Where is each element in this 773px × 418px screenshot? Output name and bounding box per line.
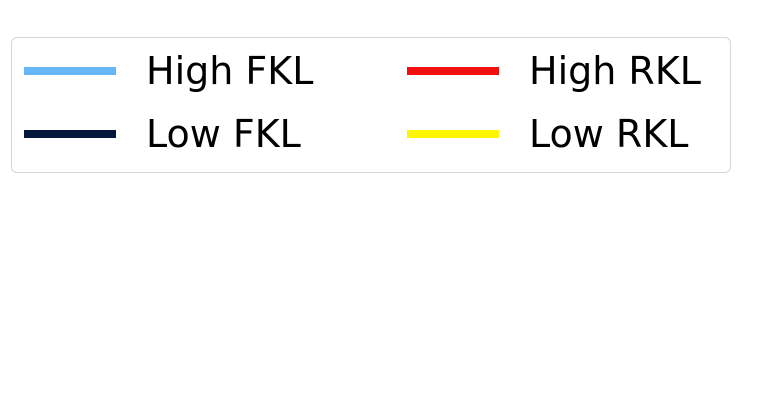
legend-label-high-fkl: High FKL	[146, 49, 314, 93]
legend-swatch-low-fkl	[24, 130, 116, 138]
chart-legend: High FKL Low FKL High RKL Low RKL	[11, 37, 731, 173]
legend-swatch-high-rkl	[407, 67, 499, 75]
legend-swatch-low-rkl	[407, 130, 499, 138]
legend-label-low-rkl: Low RKL	[529, 112, 689, 156]
legend-label-low-fkl: Low FKL	[146, 112, 301, 156]
legend-swatch-high-fkl	[24, 67, 116, 75]
legend-label-high-rkl: High RKL	[529, 49, 701, 93]
